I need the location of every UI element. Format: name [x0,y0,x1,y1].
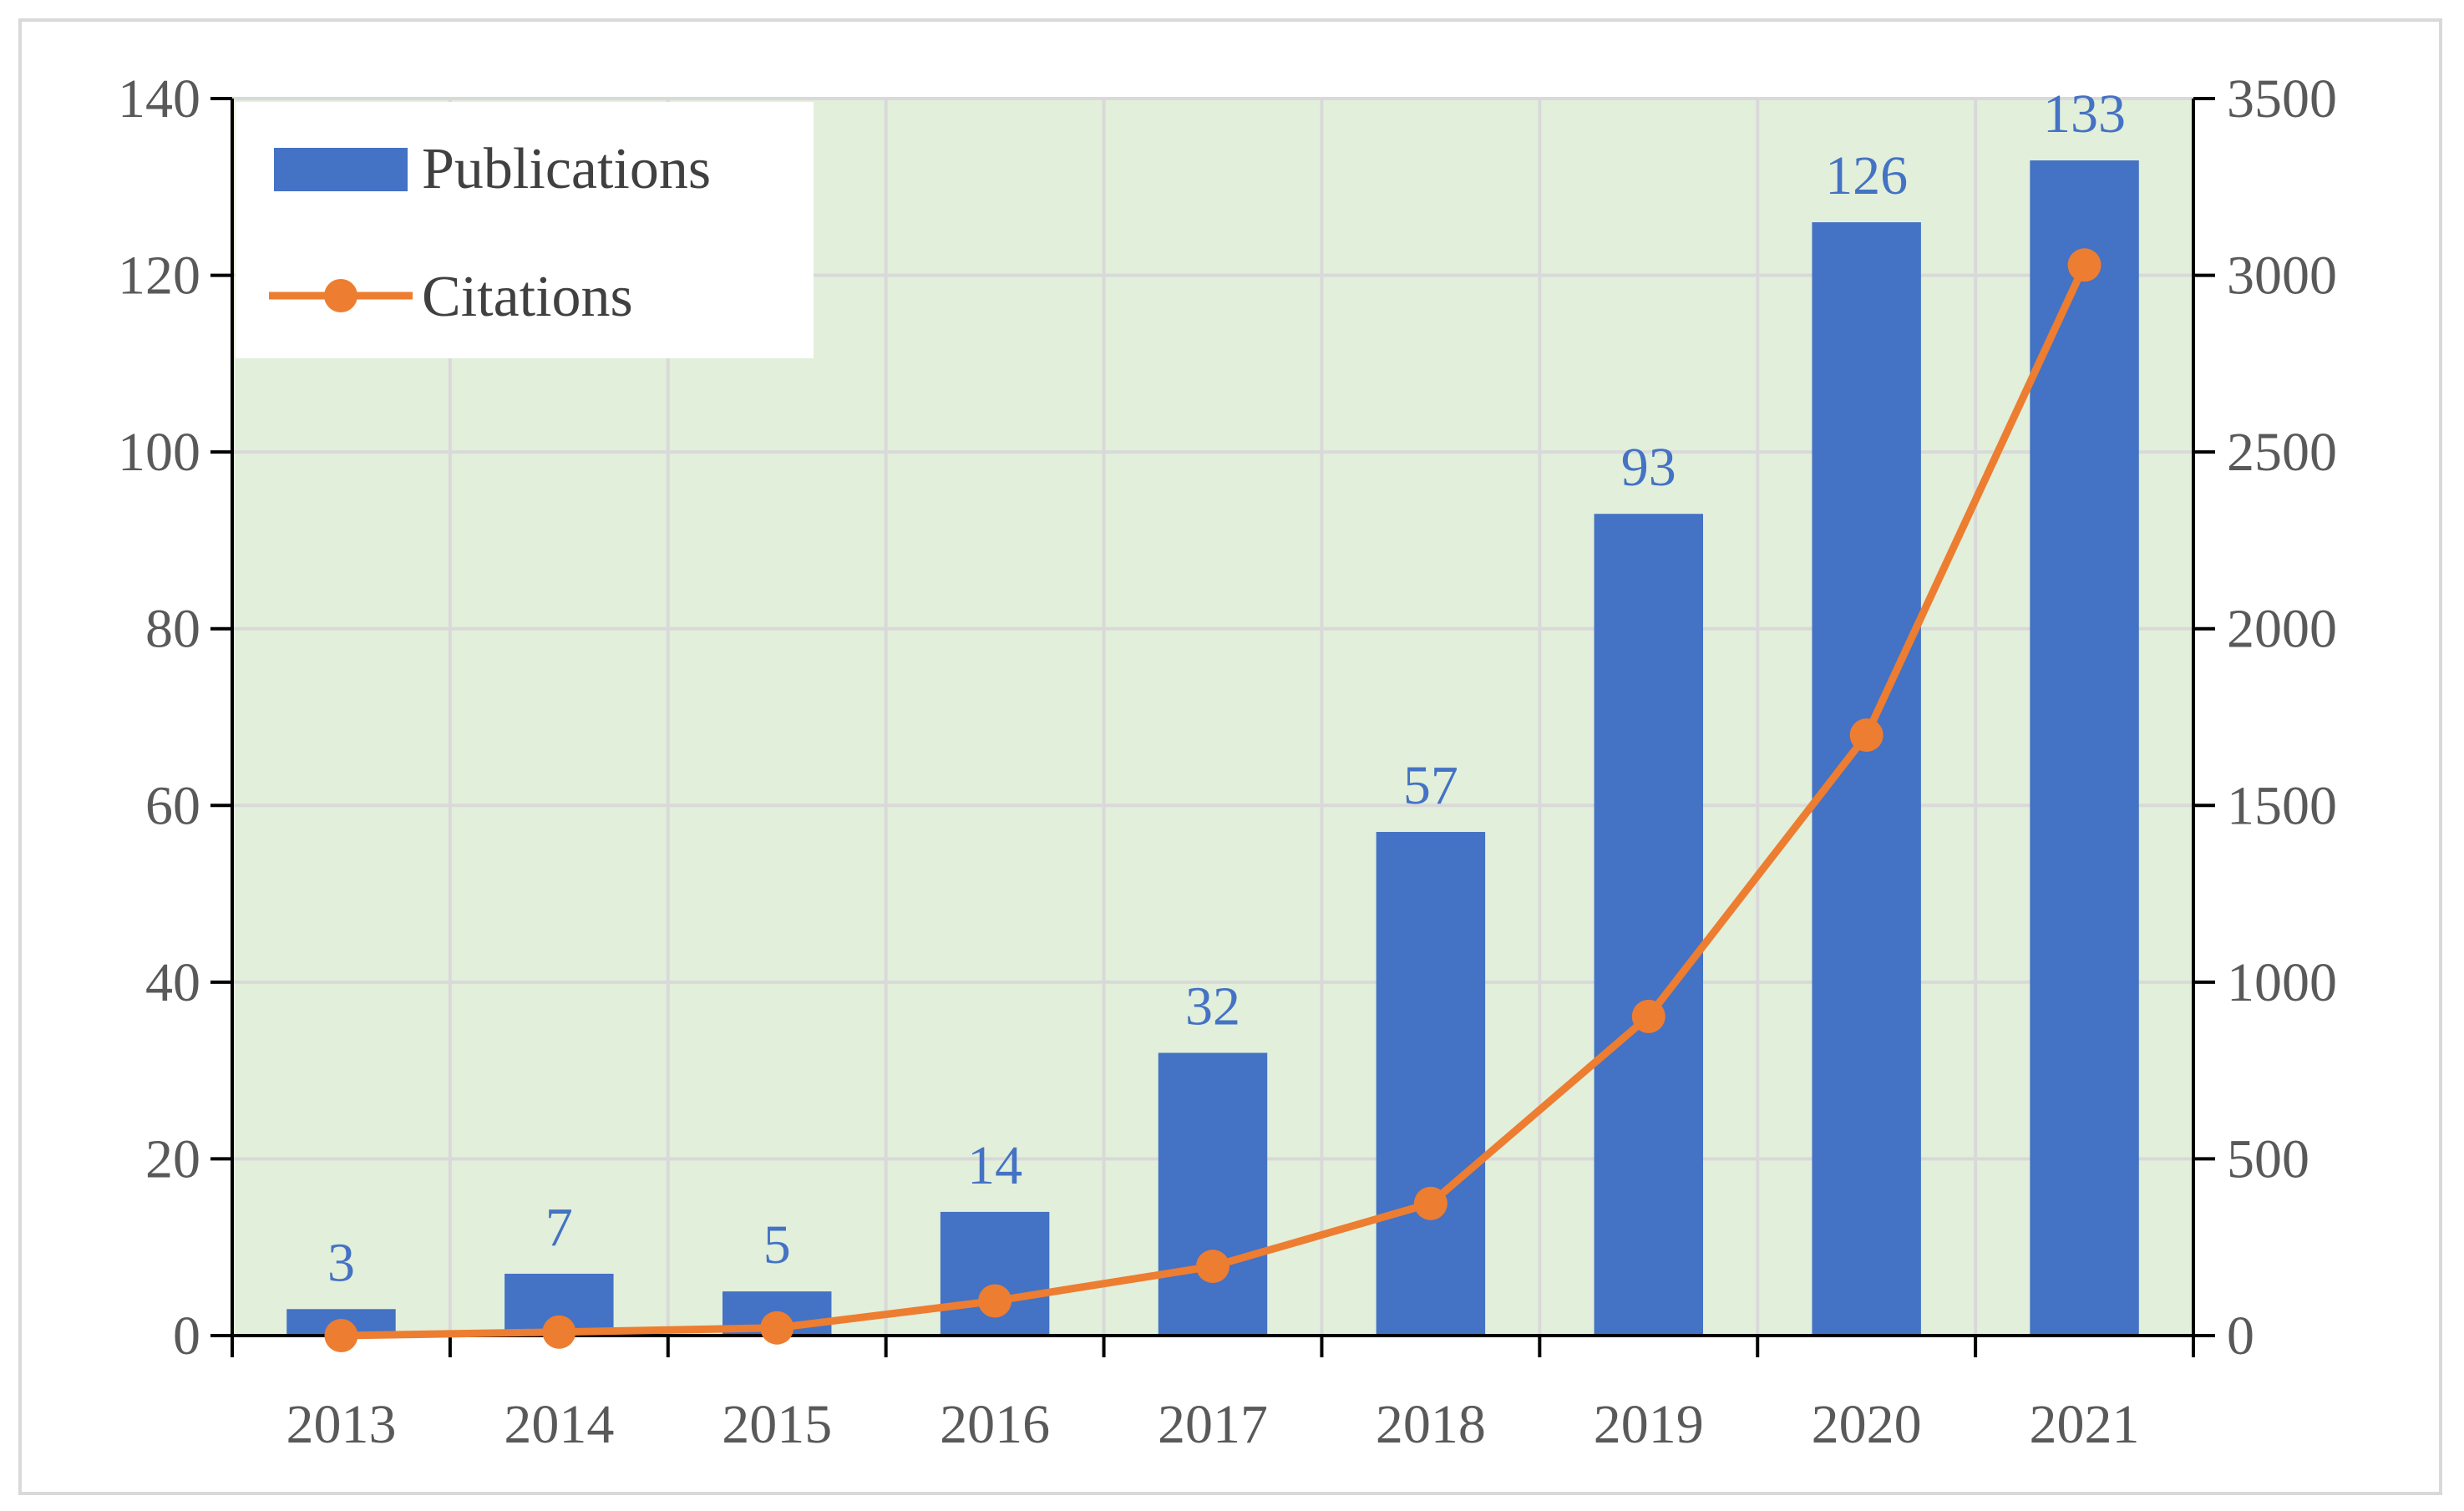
left-axis-tick-label: 40 [145,952,200,1013]
x-axis-tick-label: 2018 [1376,1394,1486,1455]
bar-publications-2018 [1376,832,1486,1336]
bar-publications-2019 [1594,514,1703,1336]
x-axis-tick-label: 2021 [2030,1394,2140,1455]
left-axis-tick-label: 100 [118,422,200,483]
left-axis-tick-label: 140 [118,68,200,129]
citations-point-2017 [1196,1250,1229,1284]
labels: 0 20 40 60 80 100 120 140 0 500 1000 1500 2000 2500 30… [118,68,2337,1455]
right-axis-tick-label: 0 [2227,1306,2254,1366]
x-axis-tick-label: 2014 [504,1394,614,1455]
legend-publications-swatch [274,148,408,191]
citations-point-2019 [1631,999,1665,1033]
citations-point-2020 [1849,718,1883,753]
citations-point-2014 [542,1315,576,1349]
x-axis-tick-label: 2020 [1812,1394,1922,1455]
right-axis-tick-label: 3500 [2227,68,2337,129]
data-label-publications-2016: 14 [967,1135,1022,1196]
citations-point-2016 [978,1284,1012,1318]
bar-publications-2017 [1158,1052,1268,1336]
legend-citations-marker [324,279,357,312]
citations-point-2013 [324,1319,358,1352]
left-axis-tick-label: 20 [145,1128,200,1189]
right-axis-tick-label: 1000 [2227,952,2337,1013]
citations-line [324,248,2101,1352]
citations-point-2021 [2067,248,2101,282]
data-label-publications-2015: 5 [763,1214,791,1275]
legend-box [236,102,814,358]
x-axis-tick-label: 2015 [722,1394,832,1455]
x-axis-tick-label: 2016 [940,1394,1050,1455]
left-axis-tick-label: 120 [118,246,200,307]
data-label-publications-2017: 32 [1185,976,1240,1037]
left-axis-tick-label: 0 [173,1306,200,1366]
right-axis-tick-label: 3000 [2227,246,2337,307]
legend: Publications Citations [236,102,814,358]
data-label-publications-2018: 57 [1403,755,1458,816]
data-label-publications-2021: 133 [2043,84,2126,145]
right-axis-tick-label: 1500 [2227,775,2337,836]
right-axis-tick-label: 2500 [2227,422,2337,483]
left-axis-tick-label: 60 [145,775,200,836]
bars [286,160,2139,1336]
x-axis-tick-label: 2017 [1158,1394,1268,1455]
bar-publications-2021 [2030,160,2139,1336]
x-axis-tick-label: 2019 [1594,1394,1704,1455]
right-axis-tick-label: 2000 [2227,599,2337,660]
x-axis-tick-label: 2013 [286,1394,396,1455]
right-axis-tick-label: 500 [2227,1128,2309,1189]
legend-publications-label: Publications [422,137,711,201]
data-label-publications-2013: 3 [327,1232,355,1293]
legend-citations-label: Citations [422,265,633,329]
citations-point-2018 [1413,1186,1447,1220]
data-label-publications-2020: 126 [1825,145,1908,206]
data-label-publications-2019: 93 [1621,437,1676,498]
left-axis-tick-label: 80 [145,599,200,660]
data-label-publications-2014: 7 [545,1197,573,1258]
citations-point-2015 [760,1311,794,1345]
